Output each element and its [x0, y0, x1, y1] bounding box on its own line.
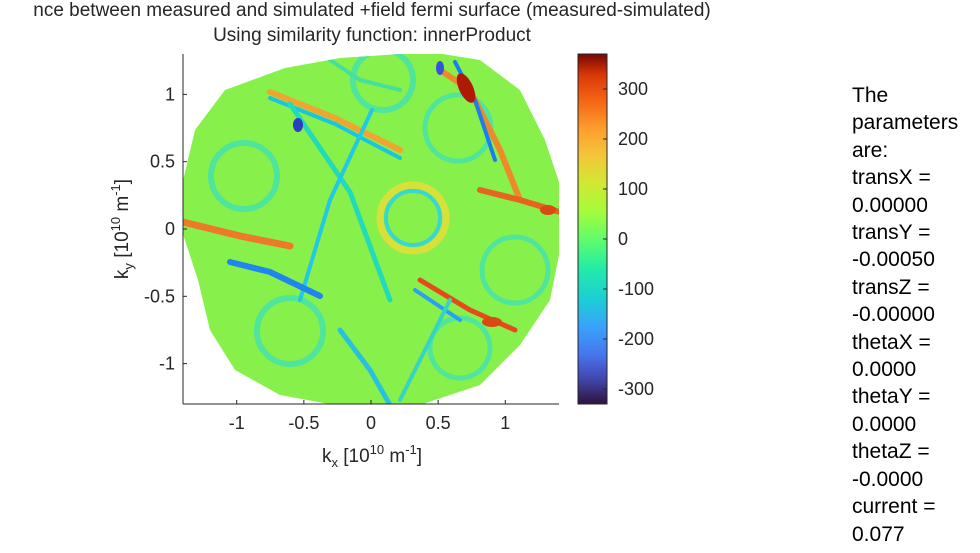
band-top: [328, 58, 402, 92]
band-left-blue: [227, 259, 323, 299]
y-tick-label: 0.5: [150, 152, 175, 172]
colorbar: [577, 53, 608, 405]
colorbar-tick-label: -300: [618, 379, 654, 399]
colorbar-ticks: 300 200 100 0 -100 -200 -300: [603, 79, 654, 399]
band-left-red: [183, 218, 294, 250]
band-bottom: [337, 327, 393, 404]
x-axis-ticks: -1 -0.5 0 0.5 1: [229, 400, 510, 433]
y-tick-label: -0.5: [144, 286, 175, 306]
heatmap-region: [183, 54, 559, 404]
colorbar-tick-label: 0: [618, 229, 628, 249]
x-tick-label: 1: [500, 413, 510, 433]
ring-bottom-left: [254, 295, 326, 367]
parameters-text: The parameters are: transX = 0.00000 tra…: [852, 84, 959, 546]
hotspot-orange2: [482, 317, 502, 327]
chart-title: nce between measured and simulated +fiel…: [33, 0, 711, 21]
y-tick-label: 0: [165, 219, 175, 239]
colorbar-tick-label: -200: [618, 329, 654, 349]
x-tick-label: 0: [366, 413, 376, 433]
band-lower-right-blue: [413, 288, 462, 322]
band-x1: [287, 101, 393, 303]
x-axis-label: kx [1010 m-1]: [322, 442, 422, 470]
hotspot-blue2: [436, 61, 444, 75]
band-right-upper: [437, 67, 523, 203]
band-bottom2: [398, 298, 452, 402]
ring-right: [479, 234, 551, 306]
x-tick-label: -0.5: [288, 413, 319, 433]
hotspot-blue: [293, 118, 303, 132]
y-tick-label: 1: [165, 84, 175, 104]
colorbar-tick-label: 100: [618, 179, 648, 199]
y-axis-ticks: 1 0.5 0 -0.5 -1: [144, 84, 187, 374]
y-tick-label: -1: [159, 354, 175, 374]
colorbar-tick-label: 300: [618, 79, 648, 99]
band-x2: [298, 108, 374, 302]
ring-top: [350, 54, 416, 113]
hotspot-orange: [540, 205, 556, 215]
ring-center: [376, 181, 450, 255]
ring-center-inner: [384, 189, 442, 247]
hotspot-red: [456, 73, 476, 103]
y-axis-label: ky [1010 m-1]: [108, 179, 136, 279]
colorbar-tick-label: 200: [618, 129, 648, 149]
colorbar-tick-label: -100: [618, 279, 654, 299]
band-upper-left: [267, 89, 403, 153]
x-tick-label: -1: [229, 413, 245, 433]
x-tick-label: 0.5: [426, 413, 451, 433]
chart-subtitle: Using similarity function: innerProduct: [213, 25, 531, 46]
ring-left: [208, 140, 280, 212]
